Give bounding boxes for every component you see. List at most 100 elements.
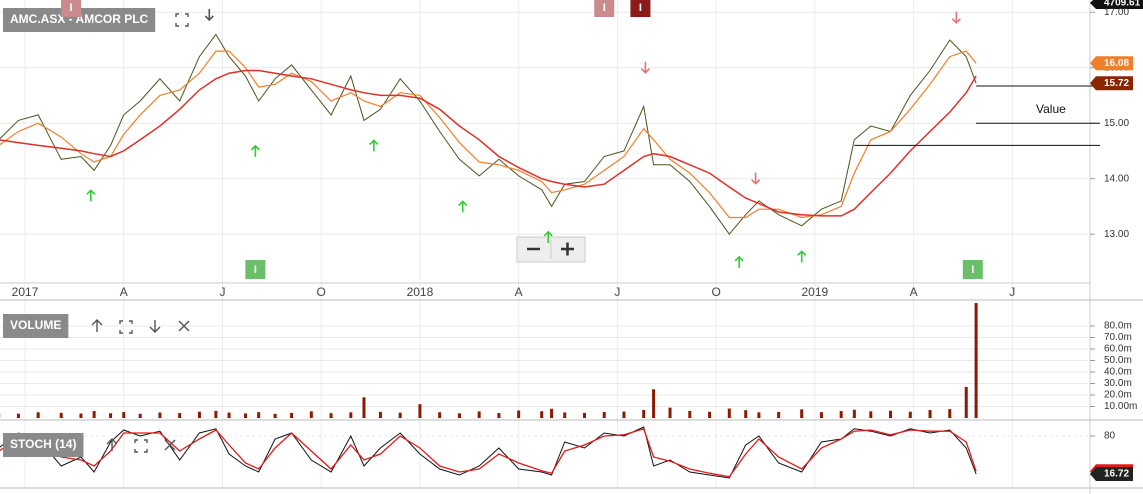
series-line xyxy=(0,69,977,217)
x-tick-label: J xyxy=(614,285,620,299)
zoom-in[interactable] xyxy=(561,242,574,256)
volume-bar xyxy=(948,409,952,418)
y-tick-label: 13.00 xyxy=(1104,229,1129,240)
event-label: I xyxy=(971,264,974,276)
icon-shape xyxy=(91,319,103,332)
y-tick-label: 10.00m xyxy=(1104,401,1137,412)
top-label-bg xyxy=(1090,0,1143,9)
icon-shape xyxy=(134,439,148,453)
volume-bar xyxy=(800,409,804,418)
volume-bar xyxy=(839,411,843,418)
volume-bar xyxy=(438,412,442,418)
y-tick-label: 14.00 xyxy=(1104,173,1129,184)
event-marker xyxy=(962,260,983,279)
volume-bar xyxy=(497,413,501,418)
volume-bar xyxy=(744,410,748,418)
x-tick-label: A xyxy=(120,285,128,299)
signal-arrow xyxy=(751,172,761,185)
top-label-box: 4709.61 xyxy=(1090,0,1143,9)
expand-shape xyxy=(175,13,189,27)
volume-bar xyxy=(418,404,422,418)
volume-bar xyxy=(227,412,231,418)
volume-bar xyxy=(819,412,823,418)
y-tick-label: 17.00 xyxy=(1104,7,1129,18)
volume-bar xyxy=(273,413,277,418)
volume-bar xyxy=(550,408,554,418)
volume-bar xyxy=(178,413,182,418)
expand-icon[interactable] xyxy=(134,439,148,453)
volume-bar xyxy=(362,397,366,418)
event-label: I xyxy=(603,2,606,14)
signal-arrow xyxy=(543,230,553,243)
volume-bar xyxy=(517,410,521,418)
volume-bar xyxy=(622,411,626,418)
volume-bar xyxy=(158,412,162,418)
volume-bar xyxy=(290,412,294,418)
value-marker-label: 16.08 xyxy=(1104,58,1129,69)
volume-bar xyxy=(563,412,567,418)
signal-arrow xyxy=(640,61,650,74)
volume-bar xyxy=(869,411,873,418)
close-icon[interactable] xyxy=(178,320,190,332)
y-tick-label: 70.0m xyxy=(1104,332,1132,343)
x-tick-label: J xyxy=(219,285,225,299)
volume-bar xyxy=(708,411,712,418)
icon-shape xyxy=(119,320,133,334)
y-tick-label: 40.0m xyxy=(1104,367,1132,378)
volume-bar xyxy=(36,412,40,418)
y-tick-label: 60.0m xyxy=(1104,344,1132,355)
value-marker-label: 16.72 xyxy=(1104,469,1129,480)
volume-bar xyxy=(16,413,20,418)
x-tick-label: J xyxy=(1009,285,1015,299)
volume-bar xyxy=(59,412,63,418)
signal-arrow xyxy=(204,8,214,22)
y-tick-label: 30.0m xyxy=(1104,378,1132,389)
volume-bar xyxy=(138,413,142,418)
icon-shape xyxy=(164,439,176,451)
move-up-icon[interactable] xyxy=(106,438,118,451)
signal-arrow xyxy=(951,11,961,24)
volume-bar xyxy=(964,386,968,418)
plot-layer xyxy=(0,0,1088,488)
event-marker xyxy=(594,0,615,17)
move-up-icon[interactable] xyxy=(91,319,103,332)
expand-icon[interactable] xyxy=(175,13,189,27)
close-icon[interactable] xyxy=(164,439,176,451)
x-tick-label: O xyxy=(317,285,326,299)
x-tick-label: O xyxy=(711,285,720,299)
volume-bar xyxy=(908,411,912,418)
volume-bar xyxy=(349,412,353,418)
volume-bar xyxy=(378,411,382,418)
event-marker xyxy=(630,0,651,17)
icon-shape xyxy=(178,320,190,332)
event-marker xyxy=(245,260,266,279)
x-tick-label: 2017 xyxy=(12,285,39,299)
y-tick-label: 80 xyxy=(1104,431,1116,442)
icon-shape xyxy=(149,320,161,333)
y-tick-label: 20.0m xyxy=(1104,390,1132,401)
volume-bar xyxy=(109,413,113,418)
value-marker xyxy=(1090,56,1133,71)
x-tick-label: A xyxy=(515,285,523,299)
x-tick-label: A xyxy=(910,285,918,299)
signal-arrow xyxy=(86,189,96,202)
panel-title: AMC.ASX - AMCOR PLC xyxy=(10,12,149,26)
volume-bar xyxy=(197,411,201,418)
volume-bar xyxy=(329,413,333,418)
volume-bar xyxy=(974,302,978,418)
annotation: Value xyxy=(1036,102,1066,116)
value-marker-label: 15.72 xyxy=(1104,78,1129,89)
top-label: 4709.61 xyxy=(1104,0,1141,9)
panel-title-bg xyxy=(3,314,69,338)
volume-bar xyxy=(92,411,96,418)
volume-bar xyxy=(668,407,672,418)
volume-bar xyxy=(457,413,461,418)
volume-bar xyxy=(122,412,126,418)
move-down-icon[interactable] xyxy=(149,320,161,333)
volume-bar xyxy=(852,409,856,418)
volume-bar xyxy=(602,412,606,418)
volume-bar xyxy=(777,411,781,418)
panel-title-bg xyxy=(3,433,84,457)
volume-bar xyxy=(652,389,656,418)
expand-icon[interactable] xyxy=(119,320,133,334)
